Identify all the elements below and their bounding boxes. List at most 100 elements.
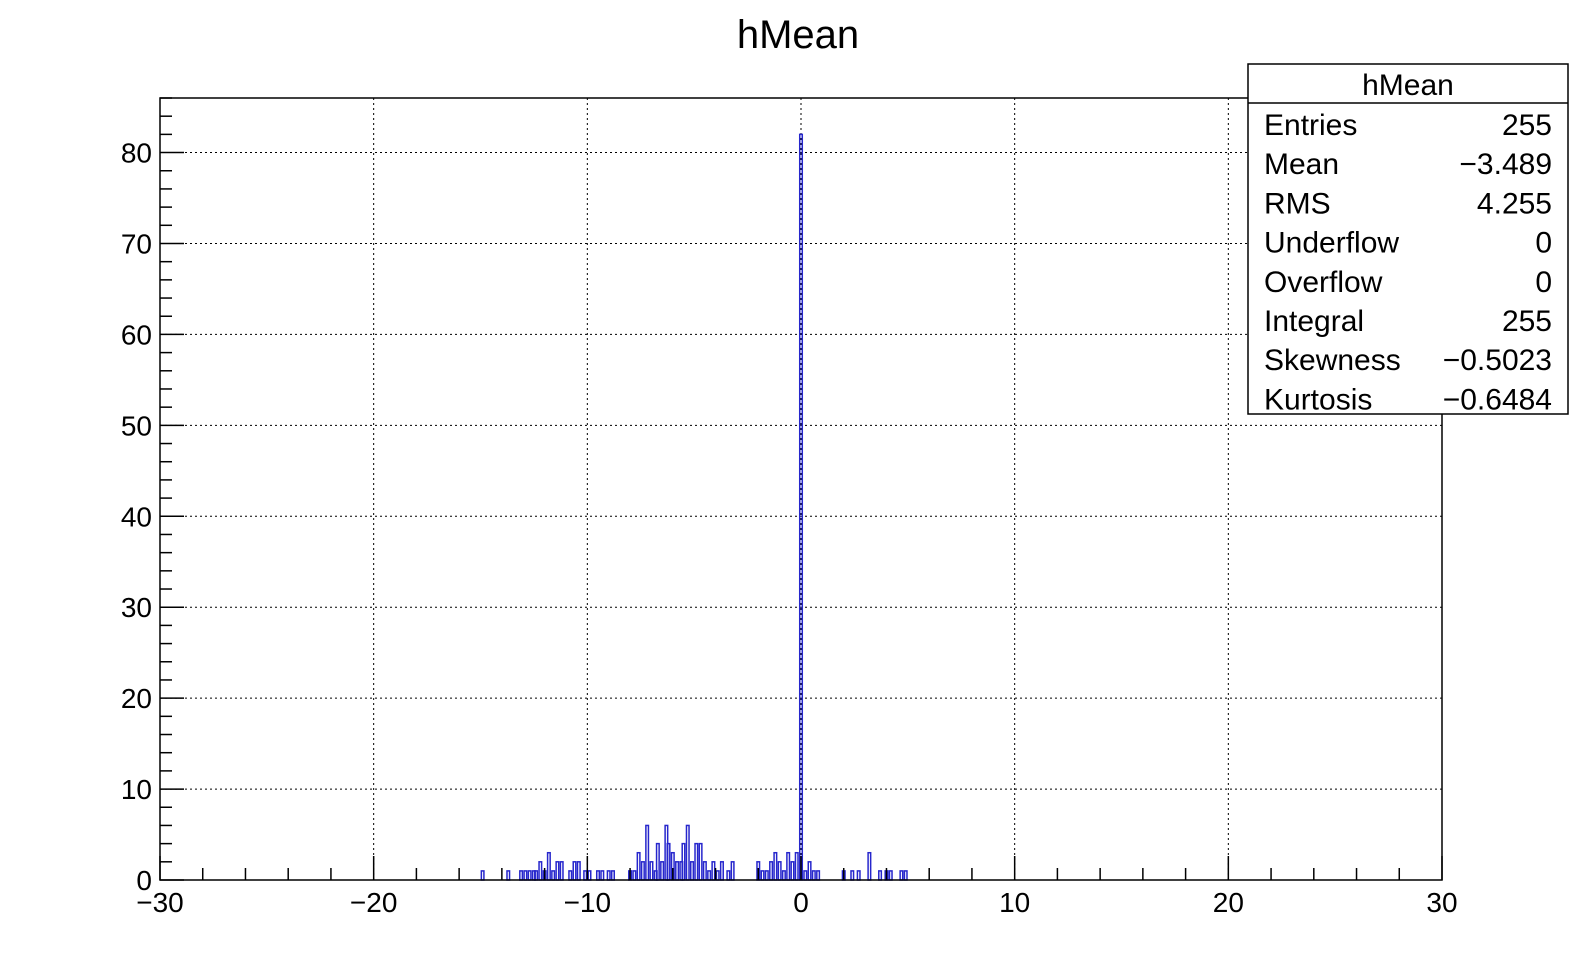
histogram-bar <box>769 861 774 881</box>
histogram-bar <box>719 861 724 881</box>
histogram-bar <box>777 861 782 881</box>
histogram-bar <box>794 851 799 881</box>
histogram-bar <box>850 870 855 881</box>
histogram-bar <box>681 842 686 881</box>
histogram-bar <box>903 870 908 881</box>
x-tick-label: 10 <box>999 887 1030 918</box>
x-tick-label: 0 <box>793 887 809 918</box>
chart-title: hMean <box>737 13 859 57</box>
histogram-bar <box>702 861 707 881</box>
histogram-bar <box>534 870 539 881</box>
stats-label: Underflow <box>1264 227 1399 260</box>
histogram-bar <box>519 870 524 881</box>
x-tick-label: 30 <box>1426 887 1457 918</box>
histogram-bar <box>527 870 532 881</box>
histogram-bar <box>610 870 616 881</box>
stats-label: Integral <box>1264 305 1364 338</box>
y-tick-label: 60 <box>121 319 152 350</box>
histogram-bar <box>888 870 893 881</box>
histogram-bar <box>899 870 904 881</box>
histogram-bar <box>698 842 703 881</box>
stats-label: Kurtosis <box>1264 383 1372 416</box>
histogram-bar <box>600 870 605 881</box>
histogram-bar <box>811 870 816 881</box>
histogram-bar <box>640 861 645 881</box>
histogram-bar <box>807 861 812 881</box>
y-tick-label: 70 <box>121 228 152 259</box>
histogram-bar <box>803 870 808 881</box>
histogram-bar <box>675 861 680 881</box>
x-tick-label: −10 <box>564 887 612 918</box>
stats-label: Mean <box>1264 148 1339 181</box>
stats-value: 255 <box>1502 305 1552 338</box>
histogram-bars <box>480 133 908 881</box>
stats-value: 255 <box>1502 109 1552 142</box>
histogram-bar <box>773 851 778 881</box>
histogram-bar <box>730 861 735 881</box>
histogram-bar <box>689 861 695 881</box>
histogram-bar <box>576 861 581 881</box>
x-tick-label: −20 <box>350 887 398 918</box>
histogram-bar <box>816 870 821 881</box>
stats-value: 4.255 <box>1477 187 1552 220</box>
histogram-bar <box>707 870 712 881</box>
histogram-bar <box>711 861 716 881</box>
stats-label: RMS <box>1264 187 1331 220</box>
histogram-bar <box>568 870 573 881</box>
histogram-bar <box>786 851 791 881</box>
stats-label: Skewness <box>1264 344 1401 377</box>
histogram-bar <box>583 870 588 881</box>
y-tick-label: 80 <box>121 138 152 169</box>
histogram-bar <box>480 870 485 881</box>
stats-value: −0.6484 <box>1443 383 1552 416</box>
y-tick-label: 0 <box>136 865 152 896</box>
histogram-bar <box>538 861 543 881</box>
histogram-bar <box>655 842 660 881</box>
stats-value: −3.489 <box>1459 148 1552 181</box>
histogram-bar <box>726 870 731 881</box>
histogram-bar <box>878 870 883 881</box>
histogram-bar <box>715 870 720 881</box>
y-tick-label: 50 <box>121 410 152 441</box>
stats-value: 0 <box>1535 266 1552 299</box>
y-tick-label: 30 <box>121 592 152 623</box>
y-tick-label: 40 <box>121 501 152 532</box>
stats-value: 0 <box>1535 227 1552 260</box>
stats-box-frame <box>1247 63 1569 415</box>
histogram-bar <box>660 861 665 881</box>
stats-value: −0.5023 <box>1443 344 1552 377</box>
histogram-bar <box>666 842 671 881</box>
x-tick-label: 20 <box>1213 887 1244 918</box>
histogram-bar <box>555 861 560 881</box>
axes: −30 −20 −10 0 10 20 30 0 10 20 30 40 50 60 70 80 <box>121 97 1458 918</box>
histogram-bar <box>781 870 786 881</box>
histogram-bar <box>685 824 690 881</box>
histogram-bar <box>559 861 564 881</box>
y-tick-label: 20 <box>121 683 152 714</box>
histogram-bar <box>506 870 511 881</box>
y-tick-label: 10 <box>121 774 152 805</box>
stats-box-title: hMean <box>1362 69 1454 102</box>
histogram-bar <box>867 851 872 881</box>
histogram-bar <box>546 851 551 881</box>
histogram-bar <box>790 861 795 881</box>
histogram-bar <box>606 870 611 881</box>
histogram-bar <box>856 870 861 881</box>
histogram-bar <box>760 870 765 881</box>
stats-label: Overflow <box>1264 266 1383 299</box>
grid-lines <box>160 98 1442 880</box>
stats-label: Entries <box>1264 109 1357 142</box>
histogram-bar <box>694 842 699 881</box>
histogram-bar <box>551 870 556 881</box>
x-tick-label: −30 <box>136 887 184 918</box>
histogram-bar <box>587 870 592 881</box>
histogram-bar <box>632 870 637 881</box>
histogram-bar <box>523 870 528 881</box>
histogram-bar <box>649 861 654 881</box>
histogram-bar <box>595 870 601 881</box>
histogram-bar <box>764 870 769 881</box>
histogram-bar <box>645 824 650 881</box>
histogram-bar <box>636 851 641 881</box>
